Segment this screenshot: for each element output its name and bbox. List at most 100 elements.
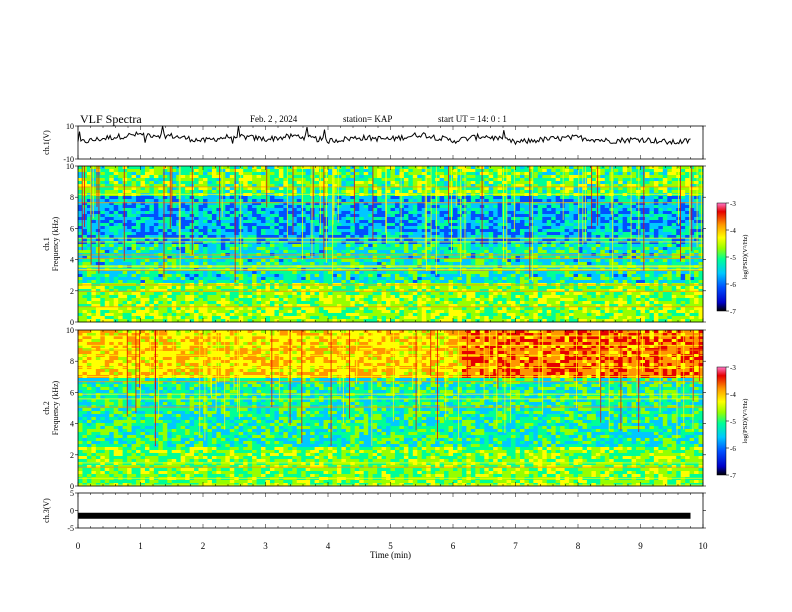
spectrogram-cell — [91, 235, 97, 239]
spectrogram-cell — [448, 244, 454, 248]
spectrogram-cell — [194, 232, 199, 236]
spectrogram-cell — [542, 217, 548, 221]
spectrogram-cell — [488, 217, 494, 221]
spectrogram-cell — [256, 211, 262, 215]
spectrogram-cell — [247, 241, 253, 245]
spectrogram-cell — [252, 208, 257, 212]
spectrogram-cell — [430, 202, 436, 206]
spectrogram-cell — [453, 214, 458, 218]
spectrogram-cell — [694, 175, 699, 179]
spectrogram-cell — [511, 241, 516, 245]
spectrogram-cell — [95, 196, 101, 200]
spectrogram-cell — [207, 172, 213, 176]
spectrogram-cell — [586, 235, 592, 239]
spectrogram-cell — [671, 175, 677, 179]
spectrogram-cell — [229, 202, 235, 206]
spectrogram-cell — [461, 235, 467, 239]
spectrogram-cell — [328, 232, 333, 236]
spectrogram-cell — [122, 208, 128, 212]
spectrogram-cell — [354, 187, 360, 191]
spectrogram-cell — [430, 184, 436, 188]
spectrogram-cell — [368, 226, 374, 230]
spectrogram-cell — [640, 250, 646, 254]
spectrogram-cell — [345, 226, 351, 230]
spectrogram-cell — [680, 217, 686, 221]
spectrogram-cell — [198, 226, 204, 230]
spectrogram-cell — [185, 175, 190, 179]
spectrogram-cell — [171, 259, 177, 263]
spectrogram-cell — [493, 250, 499, 254]
spectrogram-cell — [470, 259, 476, 263]
spectrogram-cell — [247, 190, 253, 194]
spectrogram-cell — [685, 202, 690, 206]
spectrogram-cell — [256, 175, 262, 179]
spectrogram-cell — [274, 259, 280, 263]
spectrogram-cell — [578, 202, 583, 206]
spectrogram-cell — [470, 175, 476, 179]
spectrogram-cell — [176, 199, 182, 203]
spectrogram-cell — [497, 199, 503, 203]
spectrogram-cell — [211, 259, 217, 263]
spectrogram-cell — [377, 232, 382, 236]
spectrogram-cell — [497, 232, 503, 236]
spectrogram-cell — [644, 259, 650, 263]
spectrogram-cell — [600, 184, 606, 188]
spectrogram-cell — [296, 229, 302, 233]
spectrogram-cell — [694, 196, 699, 200]
spectrogram-cell — [551, 190, 557, 194]
spectrogram-cell — [113, 238, 119, 242]
spectrogram-cell — [493, 235, 499, 239]
spectrogram-cell — [269, 175, 275, 179]
spectrogram-cell — [341, 181, 347, 185]
spectrogram-cell — [515, 226, 521, 230]
spectrogram-cell — [287, 235, 293, 239]
spectrogram-cell — [475, 223, 481, 227]
spectrogram-cell — [140, 202, 146, 206]
spectrogram-cell — [622, 190, 628, 194]
spectrogram-cell — [524, 235, 530, 239]
spectrogram-cell — [582, 214, 588, 218]
spectrogram-cell — [685, 259, 690, 263]
spectrogram-cell — [274, 232, 280, 236]
spectrogram-cell — [377, 226, 382, 230]
spectrogram-cell — [555, 247, 561, 251]
spectrogram-cell — [158, 169, 164, 173]
spectrogram-cell — [283, 208, 289, 212]
spectrogram-cell — [176, 178, 182, 182]
spectrogram-cell — [283, 190, 289, 194]
spectrogram-cell — [341, 226, 347, 230]
spectrogram-cell — [359, 190, 365, 194]
spectrogram-cell — [470, 241, 476, 245]
spectrogram-cell — [671, 247, 677, 251]
spectrogram-cell — [421, 196, 427, 200]
spectrogram-cell — [149, 244, 155, 248]
spectrogram-cell — [488, 223, 494, 227]
spectrogram-cell — [493, 205, 499, 209]
spectrogram-cell — [444, 250, 449, 254]
spectrogram-cell — [216, 235, 222, 239]
spectrogram-cell — [127, 271, 132, 275]
spectrogram-cell — [551, 220, 557, 224]
spectrogram-cell — [439, 238, 445, 242]
spectrogram-cell — [408, 172, 414, 176]
spectrogram-cell — [269, 181, 275, 185]
spectrogram-cell — [600, 244, 606, 248]
spectrogram-cell — [631, 232, 637, 236]
spectrogram-cell — [506, 226, 512, 230]
spectrogram-cell — [171, 223, 177, 227]
spectrogram-cell — [609, 235, 615, 239]
spectrogram-cell — [359, 217, 365, 221]
spectrogram-cell — [649, 187, 655, 191]
spectrogram-cell — [122, 184, 128, 188]
spectrogram-cell — [350, 244, 356, 248]
spectrogram-cell — [95, 199, 101, 203]
spectrogram-cell — [591, 187, 597, 191]
spectrogram-cell — [493, 223, 499, 227]
spectrogram-cell — [185, 217, 190, 221]
spectrogram-cell — [243, 196, 249, 200]
spectrogram-cell — [488, 175, 494, 179]
spectrogram-cell — [417, 169, 423, 173]
spectrogram-cell — [78, 184, 83, 188]
spectrogram-cell — [292, 190, 298, 194]
spectrogram-cell — [140, 178, 146, 182]
